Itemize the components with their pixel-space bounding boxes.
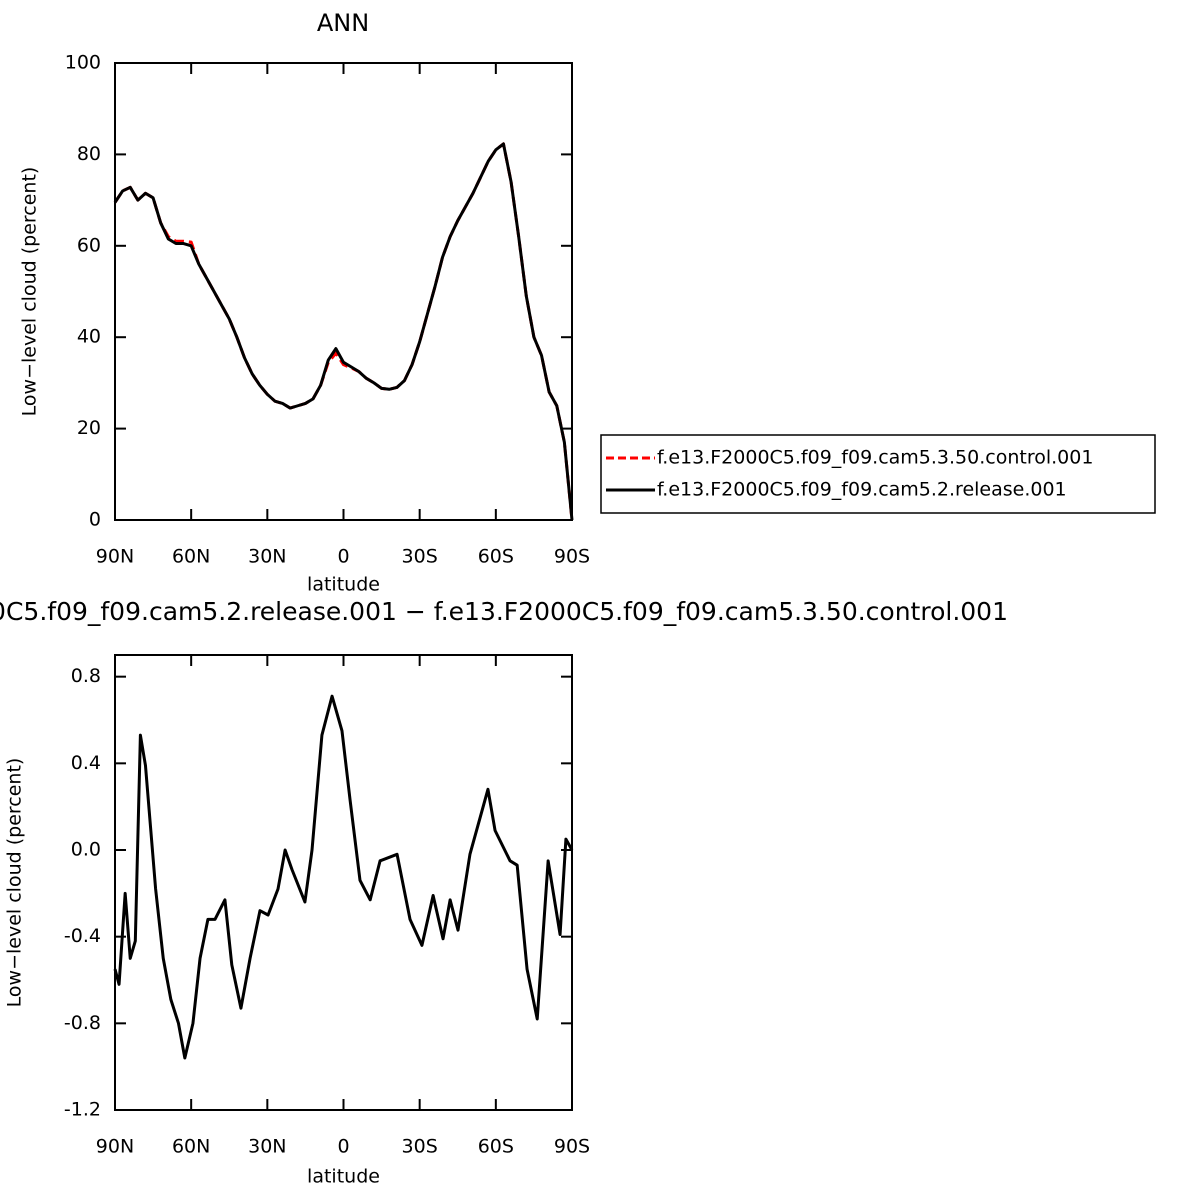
y-tick-label: 0.0 — [71, 839, 101, 861]
y-tick-label: 0 — [89, 509, 101, 531]
chart-title: ANN — [317, 9, 369, 37]
y-tick-label: 40 — [77, 326, 101, 348]
y-axis-label: Low−level cloud (percent) — [4, 758, 26, 1008]
y-tick-label: 0.4 — [71, 752, 101, 774]
y-tick-label: 20 — [77, 417, 101, 439]
data-line — [113, 142, 574, 521]
legend-box — [600, 434, 1156, 514]
y-tick-label: -1.2 — [64, 1099, 101, 1121]
y-tick-label: -0.4 — [64, 925, 101, 947]
plot-frame — [114, 62, 573, 521]
y-tick-label: 60 — [77, 234, 101, 256]
y-tick-label: -0.8 — [64, 1012, 101, 1034]
y-tick-label: 80 — [77, 143, 101, 165]
x-tick-label: 90S — [554, 546, 590, 568]
y-axis-label: Low−level cloud (percent) — [19, 167, 41, 417]
x-tick-label: 90S — [554, 1136, 590, 1158]
x-tick-label: 60N — [172, 546, 210, 568]
plot-frame — [114, 654, 573, 1111]
x-tick-label: 30N — [248, 546, 286, 568]
data-line — [113, 142, 574, 521]
x-tick-label: 30S — [402, 546, 438, 568]
legend-label: f.e13.F2000C5.f09_f09.cam5.2.release.001 — [657, 479, 1067, 501]
chart-title: f.e13.F2000C5.f09_f09.cam5.2.release.001… — [0, 597, 1008, 626]
x-axis-label: latitude — [307, 574, 380, 596]
x-tick-label: 0 — [337, 546, 349, 568]
x-tick-label: 90N — [96, 546, 134, 568]
x-tick-label: 30N — [248, 1136, 286, 1158]
x-tick-label: 60S — [478, 1136, 514, 1158]
x-tick-label: 30S — [402, 1136, 438, 1158]
y-tick-label: 100 — [65, 52, 101, 74]
x-tick-label: 90N — [96, 1136, 134, 1158]
x-tick-label: 0 — [337, 1136, 349, 1158]
legend-label: f.e13.F2000C5.f09_f09.cam5.3.50.control.… — [657, 447, 1093, 469]
x-axis-label: latitude — [307, 1166, 380, 1188]
x-tick-label: 60S — [478, 546, 514, 568]
x-tick-label: 60N — [172, 1136, 210, 1158]
y-tick-label: 0.8 — [71, 665, 101, 687]
data-line — [113, 694, 574, 1060]
